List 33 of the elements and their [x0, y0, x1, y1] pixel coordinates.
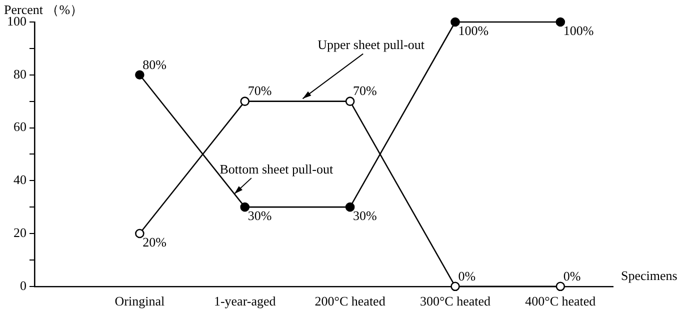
- point: [135, 70, 144, 80]
- text: Upper sheet pull-out: [318, 37, 425, 52]
- y-tick-label: 80: [14, 66, 26, 82]
- point: [345, 202, 355, 212]
- data-label: 80%: [142, 56, 167, 72]
- point: [135, 228, 144, 238]
- point: [240, 96, 250, 106]
- point: [450, 282, 460, 292]
- point: [240, 202, 250, 212]
- data-label: 100%: [563, 22, 594, 38]
- y-tick-label: 60: [14, 119, 26, 134]
- y-tick-label: 40: [14, 172, 26, 188]
- y-tick-label: 0: [20, 278, 26, 293]
- point: [556, 282, 566, 292]
- point: [556, 17, 566, 27]
- data-label: 0%: [563, 268, 581, 284]
- point: [450, 17, 460, 27]
- x-tick-label: Oringinal: [114, 294, 165, 309]
- x-tick-label: 300°C heated: [420, 294, 491, 309]
- data-label: 30%: [353, 208, 378, 223]
- data-label: 70%: [248, 83, 272, 98]
- data-label: 20%: [142, 234, 167, 250]
- data-label: 70%: [353, 83, 378, 98]
- series-label: Bottom sheet pull-out: [220, 161, 334, 176]
- y-tick-label: 20: [14, 224, 26, 240]
- x-tick-label: 200°C heated: [314, 294, 386, 309]
- data-label: 30%: [248, 208, 272, 223]
- x-tick-label: 1-year-aged: [214, 294, 276, 309]
- data-label: 100%: [458, 22, 489, 38]
- x-axis-title: Specimens: [621, 268, 678, 283]
- point: [345, 96, 355, 106]
- data-label: 0%: [458, 268, 476, 284]
- x-tick-label: 400°C heated: [525, 294, 596, 309]
